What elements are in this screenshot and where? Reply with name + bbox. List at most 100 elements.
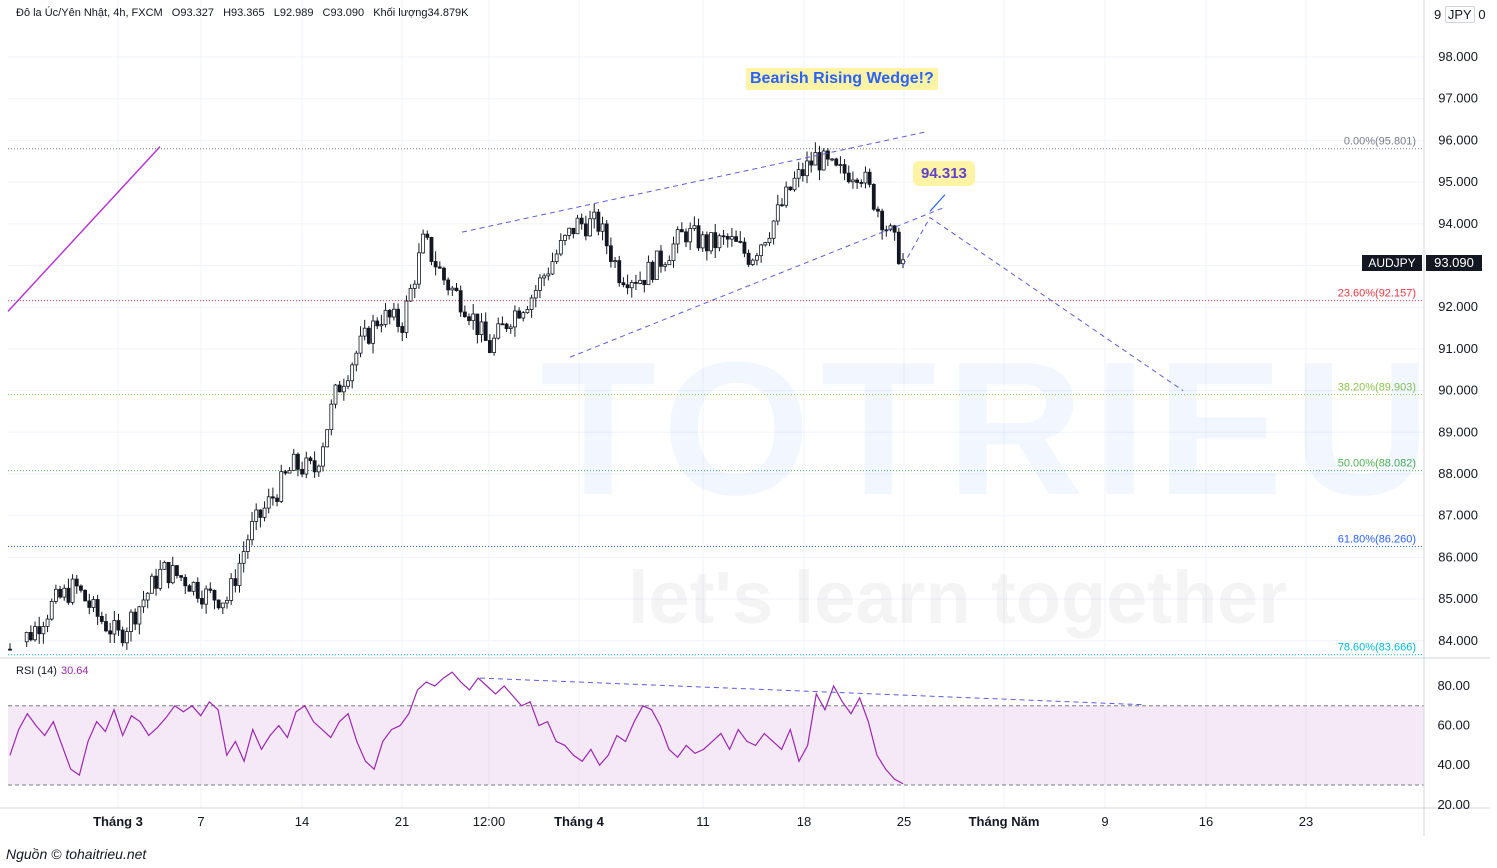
- candle-body: [99, 615, 104, 622]
- symbol-header: Đô la Úc/Yên Nhật, 4h, FXCM O93.327 H93.…: [16, 7, 475, 19]
- candle-body: [45, 618, 50, 627]
- candle-body: [725, 235, 730, 240]
- source-credit: Nguồn © tohaitrieu.net: [6, 846, 147, 862]
- rsi-tick-label: 60.00: [1437, 718, 1470, 733]
- candle-body: [538, 277, 542, 291]
- trend-drawings: [7, 131, 1184, 706]
- rsi-legend[interactable]: RSI (14) 30.64: [16, 665, 89, 677]
- rsi-divergence-line: [479, 677, 1146, 706]
- candle-body: [896, 231, 901, 265]
- candle-body: [308, 457, 313, 462]
- candle-body: [141, 599, 146, 608]
- candle-body: [392, 308, 396, 318]
- candle-body: [571, 227, 576, 235]
- currency-suffix: 0: [1478, 7, 1486, 22]
- price-tick-label: 85.000: [1438, 591, 1478, 606]
- candle-body: [321, 446, 325, 467]
- candle-body: [550, 261, 555, 275]
- candle-body: [800, 169, 805, 177]
- candle-body: [675, 229, 680, 245]
- candlestick-series: [8, 142, 905, 651]
- candle-body: [120, 629, 125, 644]
- candle-body: [412, 283, 417, 289]
- currency-prefix: 9: [1434, 7, 1442, 22]
- candle-body: [262, 507, 267, 518]
- candle-body: [362, 327, 367, 337]
- price-tick-label: 84.000: [1438, 633, 1478, 648]
- fib-label: 61.80%(86.260): [1338, 534, 1416, 546]
- candle-body: [671, 243, 676, 261]
- candle-body: [62, 587, 67, 598]
- annotation-title[interactable]: Bearish Rising Wedge!?: [746, 68, 938, 90]
- candle-body: [851, 179, 855, 183]
- candle-body: [162, 561, 167, 570]
- candle-body: [133, 611, 138, 625]
- candle-body: [809, 160, 814, 166]
- ohlc-low: L92.989: [273, 7, 314, 19]
- fib-label: 0.00%(95.801): [1344, 136, 1416, 148]
- candle-body: [41, 625, 46, 635]
- candle-body: [880, 210, 885, 231]
- price-tick-label: 97.000: [1438, 91, 1478, 106]
- time-tick-label: 9: [1101, 814, 1108, 829]
- candle-body: [287, 470, 292, 474]
- candle-body: [525, 309, 530, 314]
- candle-body: [341, 385, 346, 393]
- candle-body: [425, 233, 430, 238]
- candle-body: [375, 320, 380, 327]
- candle-body: [759, 244, 764, 257]
- price-tick-label: 87.000: [1438, 508, 1478, 523]
- candle-body: [483, 321, 488, 341]
- candle-body: [871, 184, 876, 210]
- candle-body: [396, 308, 400, 327]
- candle-body: [79, 585, 83, 591]
- wedge-lower-line: [569, 206, 946, 358]
- wedge-upper-line: [461, 131, 926, 233]
- candle-body: [91, 599, 96, 608]
- candle-body: [87, 600, 92, 608]
- candle-body: [33, 626, 37, 641]
- candle-body: [734, 236, 738, 242]
- candle-body: [254, 509, 259, 522]
- candle-body: [275, 497, 279, 502]
- candle-body: [546, 273, 551, 277]
- candle-body: [746, 252, 751, 265]
- currency-selector[interactable]: 9 JPY 0: [1434, 6, 1486, 23]
- candle-body: [638, 279, 643, 284]
- candle-body: [859, 182, 864, 184]
- callout-pointer: [929, 194, 946, 212]
- candle-body: [642, 279, 647, 286]
- candle-body: [667, 260, 672, 266]
- price-tick-label: 92.000: [1438, 299, 1478, 314]
- last-price-tag: 93.090: [1426, 255, 1482, 271]
- projection-path: [902, 216, 1184, 392]
- candle-body: [208, 588, 213, 591]
- candle-body: [366, 327, 371, 344]
- price-tick-label: 96.000: [1438, 132, 1478, 147]
- candle-body: [195, 581, 200, 599]
- candle-body: [613, 260, 617, 262]
- candle-body: [187, 585, 192, 592]
- candle-body: [175, 565, 179, 576]
- chart-axes: 84.00085.00086.00087.00088.00089.00090.0…: [0, 0, 1490, 836]
- candle-body: [529, 297, 534, 310]
- annotation-callout[interactable]: 94.313: [913, 161, 975, 186]
- candle-body: [700, 234, 705, 249]
- symbol-tag: AUDJPY: [1362, 255, 1422, 271]
- candle-body: [659, 250, 663, 267]
- candle-body: [166, 561, 171, 584]
- candle-body: [312, 460, 317, 473]
- price-tick-label: 86.000: [1438, 549, 1478, 564]
- candle-body: [108, 630, 113, 635]
- fibonacci-levels: 0.00%(95.801) 23.60%(92.157) 38.20%(89.903…: [8, 136, 1424, 656]
- candle-body: [471, 313, 476, 322]
- candle-body: [437, 266, 442, 269]
- candle-body: [270, 496, 275, 499]
- candle-body: [608, 245, 613, 262]
- candle-body: [116, 620, 121, 631]
- candle-body: [684, 231, 688, 243]
- candle-body: [867, 171, 872, 185]
- candle-body: [129, 611, 133, 632]
- candle-body: [717, 235, 722, 249]
